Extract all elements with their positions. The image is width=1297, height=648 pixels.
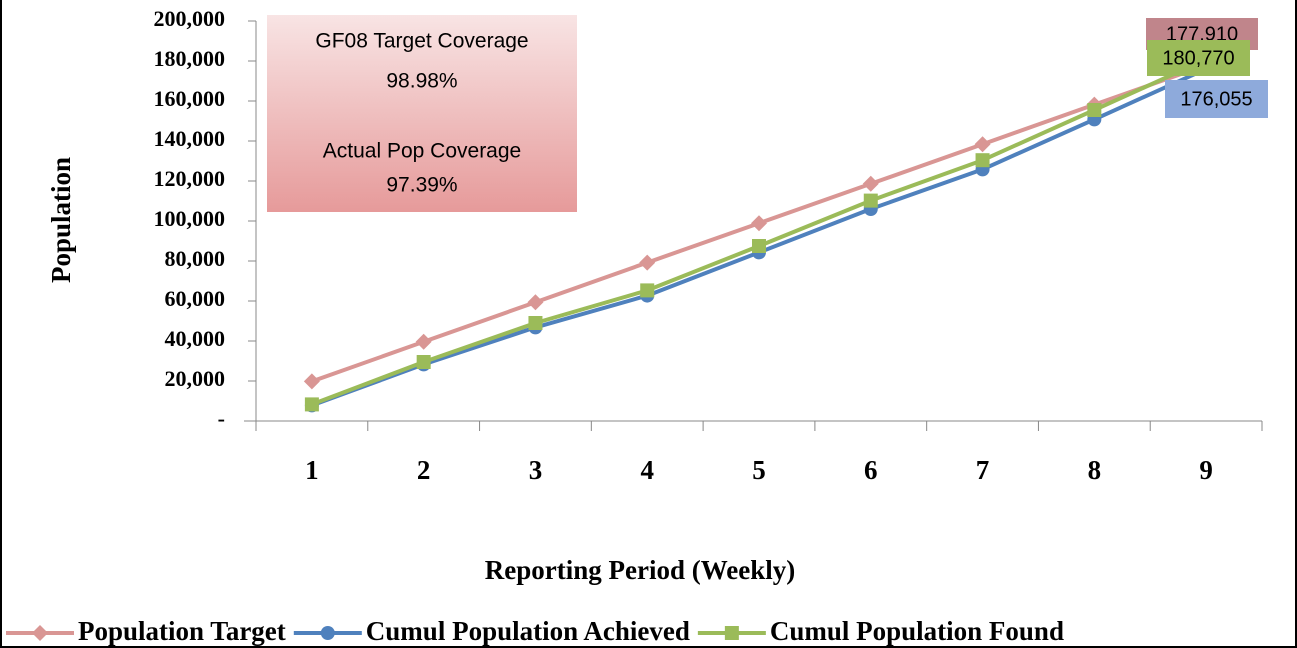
x-tick-label: 2 [417,455,431,485]
legend-item: Population Target [6,616,286,646]
point [415,333,432,350]
point [303,373,320,390]
point [416,355,431,369]
x-axis-title: Reporting Period (Weekly) [485,555,795,585]
x-tick-label: 6 [864,455,878,485]
legend-label: Population Target [78,616,286,646]
legend-label: Cumul Population Achieved [366,616,690,646]
annotation: GF08 Target Coverage [315,30,528,53]
legend-item: Cumul Population Achieved [293,616,690,646]
y-tick-label: 100,000 [154,206,226,231]
x-tick-label: 3 [529,455,543,485]
y-axis-title: Population [46,157,76,283]
annotation: Actual Pop Coverage [323,140,521,163]
point [863,193,878,208]
y-tick-label: 60,000 [165,286,226,311]
point [862,175,879,192]
y-tick-label: 80,000 [165,246,226,271]
point [32,625,48,641]
annotation: 97.39% [386,174,457,197]
x-tick-label: 7 [976,455,990,485]
y-tick-label: - [218,406,225,431]
data-label-box [1147,40,1250,76]
point [751,215,767,232]
y-tick-label: 120,000 [154,166,226,191]
point [724,626,739,640]
point [1087,103,1102,117]
y-tick-label: 160,000 [154,86,226,111]
x-tick-label: 5 [752,455,766,485]
data-label: 176,055 [1180,88,1252,110]
legend-item: Cumul Population Found [697,616,1064,646]
x-tick-label: 9 [1199,455,1213,485]
point [320,626,335,640]
x-tick-label: 1 [305,455,319,485]
y-tick-label: 180,000 [154,46,226,71]
data-label: 180,770 [1162,47,1234,69]
data-label-box [1165,80,1268,118]
legend-label: Cumul Population Found [770,616,1064,646]
y-tick-label: 200,000 [154,6,226,31]
data-label: 177.910 [1166,23,1238,45]
point [304,397,319,412]
x-tick-label: 8 [1088,455,1102,485]
point [640,283,655,298]
point [528,316,543,330]
y-tick-label: 40,000 [165,326,226,351]
y-tick-label: 140,000 [154,126,226,151]
x-tick-label: 4 [640,455,654,485]
y-tick-label: 20,000 [165,366,226,391]
point [975,153,990,168]
point [752,239,766,253]
point [527,294,544,311]
annotation: 98.98% [386,70,457,93]
annotation-box [267,15,577,212]
point [974,136,991,153]
point [639,254,656,271]
